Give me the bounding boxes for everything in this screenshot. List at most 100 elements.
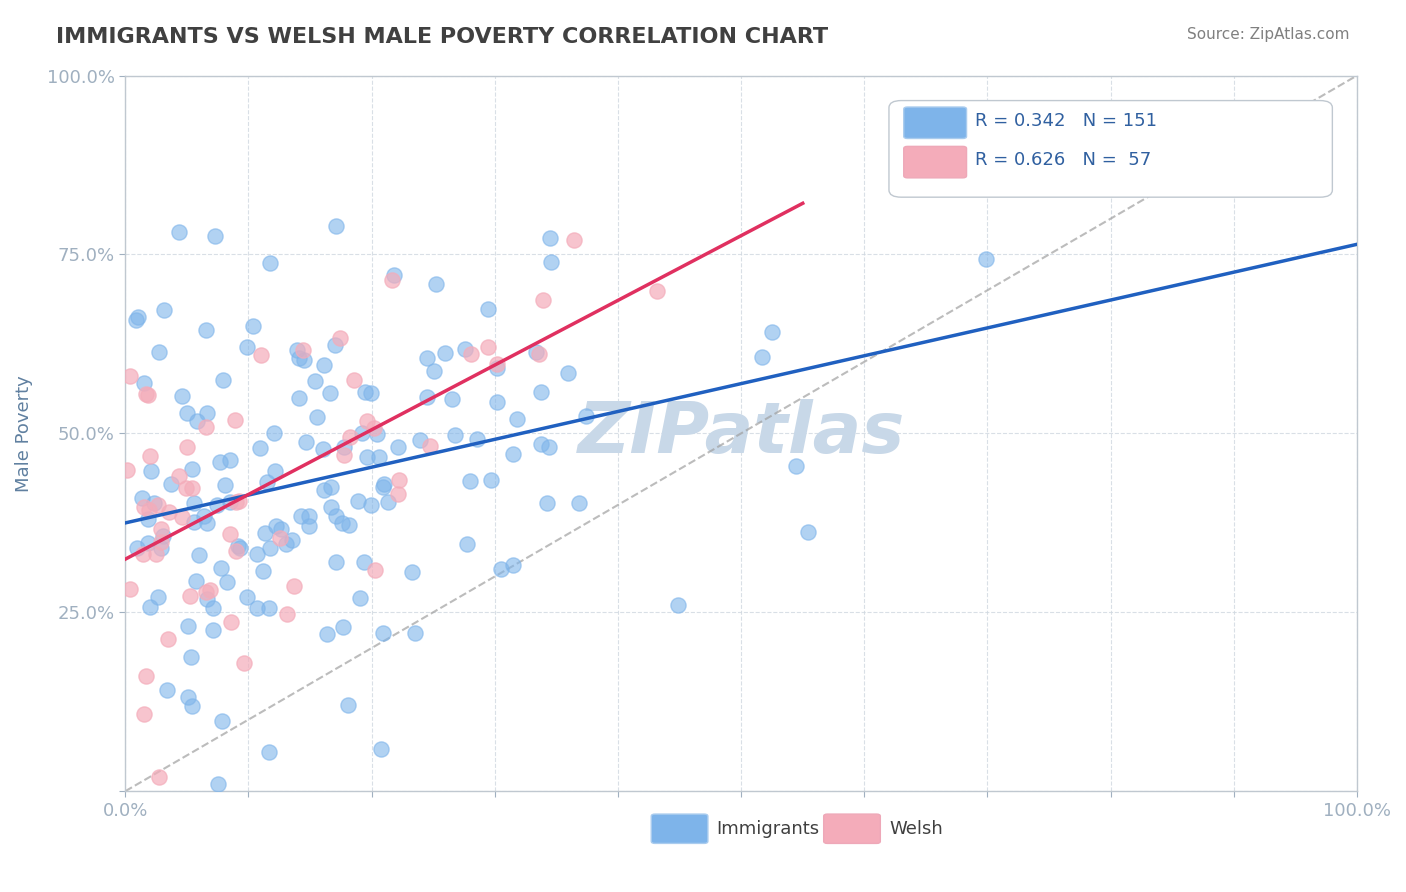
Text: ZIPatlas: ZIPatlas [578, 399, 905, 467]
Point [557, 366, 579, 380]
Point [264, 519, 287, 533]
Point [184, 574, 207, 588]
Point [138, 503, 160, 517]
Point [325, 509, 347, 524]
Point [283, 578, 305, 592]
Point [169, 225, 191, 239]
Point [486, 361, 509, 376]
FancyBboxPatch shape [651, 814, 707, 844]
Point [127, 310, 149, 324]
Point [295, 435, 318, 450]
Point [434, 346, 457, 360]
Point [176, 440, 198, 454]
Point [370, 741, 392, 756]
Point [502, 558, 524, 573]
Point [333, 440, 356, 454]
Point [349, 591, 371, 605]
Point [181, 699, 204, 714]
Point [323, 337, 346, 351]
Point [354, 385, 377, 400]
Point [307, 410, 329, 425]
Point [215, 575, 238, 590]
Point [246, 601, 269, 615]
Point [645, 284, 668, 298]
Point [250, 348, 273, 362]
Point [373, 477, 395, 491]
Point [177, 690, 200, 705]
Point [477, 302, 499, 317]
Point [538, 231, 561, 245]
Point [416, 351, 439, 366]
Point [536, 496, 558, 510]
Point [325, 219, 347, 233]
Point [368, 450, 391, 465]
Point [285, 343, 308, 358]
Point [329, 331, 352, 345]
Point [489, 561, 512, 575]
Point [540, 255, 562, 269]
Point [319, 500, 342, 515]
Point [388, 473, 411, 487]
Point [207, 498, 229, 512]
Point [467, 432, 489, 446]
Text: Source: ZipAtlas.com: Source: ZipAtlas.com [1187, 27, 1350, 42]
Point [145, 547, 167, 561]
Point [530, 437, 553, 451]
Point [218, 527, 240, 541]
Point [797, 524, 820, 539]
Point [337, 518, 360, 533]
Point [259, 541, 281, 556]
Point [336, 698, 359, 712]
Point [263, 426, 285, 441]
Point [143, 496, 166, 510]
Point [132, 500, 155, 515]
Point [425, 277, 447, 291]
Point [312, 483, 335, 497]
Point [567, 496, 589, 510]
Point [562, 233, 585, 247]
Point [183, 515, 205, 529]
Point [409, 433, 432, 447]
Point [183, 496, 205, 510]
Point [225, 495, 247, 509]
Point [153, 302, 176, 317]
Point [477, 340, 499, 354]
Point [177, 618, 200, 632]
Point [226, 540, 249, 554]
Point [531, 293, 554, 307]
Point [974, 252, 997, 266]
Point [138, 388, 160, 402]
Point [170, 510, 193, 524]
Point [373, 626, 395, 640]
Point [170, 389, 193, 403]
Point [319, 480, 342, 494]
Point [195, 323, 218, 337]
Point [115, 463, 138, 477]
Point [229, 541, 252, 556]
Point [298, 509, 321, 524]
Point [485, 395, 508, 409]
Point [194, 420, 217, 434]
Point [371, 480, 394, 494]
Y-axis label: Male Poverty: Male Poverty [15, 375, 32, 491]
Point [292, 353, 315, 368]
Point [120, 582, 142, 597]
Point [292, 343, 315, 357]
Point [195, 406, 218, 420]
Point [204, 229, 226, 244]
Point [193, 508, 215, 523]
Point [157, 505, 180, 519]
Point [356, 450, 378, 465]
Point [201, 601, 224, 615]
Point [181, 482, 204, 496]
Point [364, 563, 387, 577]
Point [269, 531, 291, 545]
Point [416, 390, 439, 404]
Point [356, 414, 378, 428]
Text: Welsh: Welsh [889, 820, 942, 838]
Point [259, 256, 281, 270]
Point [761, 325, 783, 339]
FancyBboxPatch shape [824, 814, 880, 844]
Point [312, 358, 335, 372]
Point [332, 620, 354, 634]
